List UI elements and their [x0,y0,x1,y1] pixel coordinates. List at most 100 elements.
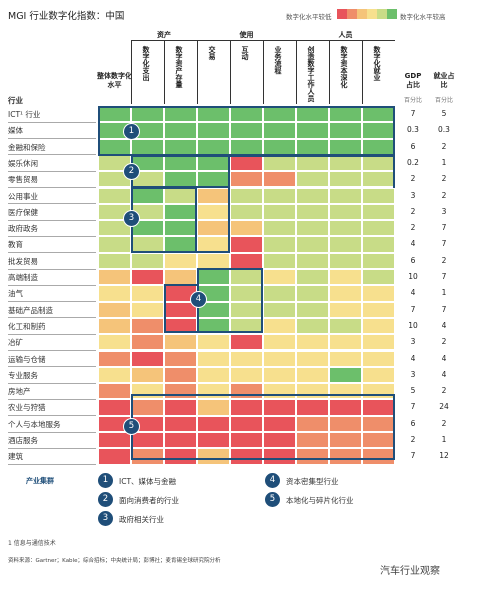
column-divider [329,40,330,104]
row-label: 金融和保险 [8,142,46,152]
row-label: 基础产品制造 [8,305,53,315]
column-header-6: 创造数字工作人员 [307,46,315,102]
employment-subheader: 百分比 [434,97,453,104]
legend-swatch [347,9,357,19]
heatmap-cell [98,366,131,384]
heatmap-cell [263,285,296,302]
heatmap-cell [197,366,230,384]
employment-share-value: 4 [441,369,447,379]
gdp-share-value: 2 [410,206,416,216]
heatmap-cell [98,383,131,400]
row-label: 娱乐休闲 [8,158,38,168]
group-label-assets: 资产 [157,31,171,39]
heatmap-cell [230,203,263,221]
gdp-share-value: 0.3 [407,125,419,135]
heatmap-cell [230,220,263,237]
heatmap-cell [197,334,230,351]
gdp-share-value: 3 [410,369,416,379]
heatmap-cell [362,366,395,384]
gdp-share-value: 2 [410,435,416,444]
heatmap-cell [164,334,197,351]
heatmap-cell [131,285,164,302]
heatmap-cell [263,317,296,335]
heatmap-cell [329,317,362,335]
row-separator [8,235,96,237]
heatmap-cell [197,399,230,416]
heatmap-cell [296,366,329,384]
gdp-share-value: 6 [410,255,416,265]
row-label: 批发贸易 [8,256,38,266]
heatmap-cell [164,399,197,416]
employment-share-value: 1 [441,435,447,444]
heatmap-cell [362,220,395,237]
heatmap-cell [329,252,362,269]
column-header-1: 数字化支出 [142,46,150,81]
heatmap-cell [296,269,329,286]
row-label: 运输与仓储 [8,354,46,364]
row-label: 医疗保健 [8,207,38,217]
gdp-share-value: 3 [410,337,416,347]
legend-swatch [357,9,367,19]
heatmap-cell [131,350,164,367]
heatmap-cell [296,301,329,318]
heatmap-cell [131,317,164,335]
heatmap-cell [329,334,362,351]
heatmap-cell [230,334,263,351]
row-label: ICT¹ 行业 [8,110,41,119]
heatmap-cell [329,432,362,449]
heatmap-cell [197,415,230,432]
heatmap-cell [164,415,197,432]
heatmap-cell [164,269,197,286]
gdp-share-value: 6 [410,418,416,428]
heatmap-cell [263,187,296,204]
legend-swatch [367,9,377,19]
cluster-legend-marker-5: 5 [265,492,280,507]
employment-share-value: 2 [441,418,447,428]
gdp-share-value: 10 [408,320,418,330]
column-header-7: 数字资本深化 [340,46,348,88]
column-divider [362,40,363,104]
heatmap-cell [164,366,197,384]
row-label: 农业与狩猎 [8,403,46,413]
gdp-share-value: 0.2 [407,157,419,167]
column-header-3: 交易 [208,46,216,60]
gdp-header: GDP占比 [404,72,422,89]
heatmap-cell [98,252,131,269]
heatmap-cell [197,350,230,367]
chart-title: MGI 行业数字化指数：中国 [8,11,125,22]
employment-share-value: 4 [441,320,447,330]
heatmap-cell [329,220,362,237]
cluster-legend-marker-2: 2 [98,492,113,507]
heatmap-cell [164,122,197,139]
row-separator [8,366,96,368]
column-header-2: 数字资产存量 [175,46,183,88]
heatmap-cell [329,269,362,286]
employment-share-value: 7 [441,272,447,281]
heatmap-cell [362,236,395,253]
row-separator [8,415,96,417]
row-separator [8,154,96,156]
cluster-box-3-top [197,155,230,253]
heatmap-cell [164,432,197,449]
heatmap-cell [131,334,164,351]
gdp-share-value: 5 [410,386,416,396]
row-separator [8,333,96,335]
row-label: 零售贸易 [8,175,38,185]
employment-share-value: 2 [441,255,447,265]
heatmap-cell [329,415,362,432]
cluster-legend-marker-3: 3 [98,511,113,526]
heatmap-cell [263,269,296,286]
group-line-people [296,40,395,41]
heatmap-cell [164,252,197,269]
row-separator [8,447,96,449]
employment-share-value: 3 [441,206,447,216]
group-line-usage [197,40,296,41]
heatmap-cell [263,171,296,188]
heatmap-cell [362,317,395,335]
heatmap-cell [230,236,263,253]
heatmap-cell [296,252,329,269]
heatmap-cell [329,301,362,318]
heatmap-cell [98,399,131,416]
row-label: 媒体 [8,126,23,136]
heatmap-cell [263,366,296,384]
